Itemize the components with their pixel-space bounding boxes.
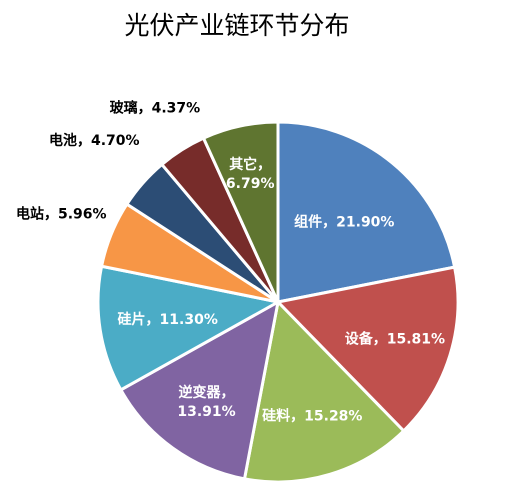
pie-slice-9 — [202, 120, 280, 304]
slice-label-5: 硅片，11.30% — [118, 311, 218, 328]
pie-slice-1 — [276, 120, 457, 304]
pie-slices — [96, 120, 460, 484]
pie-slice-2 — [276, 265, 460, 433]
pie-slice-4 — [119, 300, 280, 481]
slice-label-1: 组件，21.90% — [294, 213, 394, 230]
pie-slice-5 — [96, 264, 280, 392]
slice-label-3: 硅料，15.28% — [262, 408, 362, 425]
slice-label-7: 电池，4.70% — [49, 132, 140, 149]
slice-label-6: 电站，5.96% — [16, 206, 107, 223]
pie-slice-3 — [243, 300, 406, 484]
slice-label-4: 逆变器， 13.91% — [177, 384, 235, 420]
slice-label-8: 玻璃，4.37% — [110, 99, 201, 116]
slice-label-9: 其它， 6.79% — [226, 156, 275, 192]
chart-title: 光伏产业链环节分布 — [124, 11, 349, 40]
pie-labels: 组件，21.90% 设备，15.81% 硅料，15.28% 逆变器， 13.91% 硅片，… — [16, 99, 445, 424]
slice-label-2: 设备，15.81% — [345, 330, 445, 347]
